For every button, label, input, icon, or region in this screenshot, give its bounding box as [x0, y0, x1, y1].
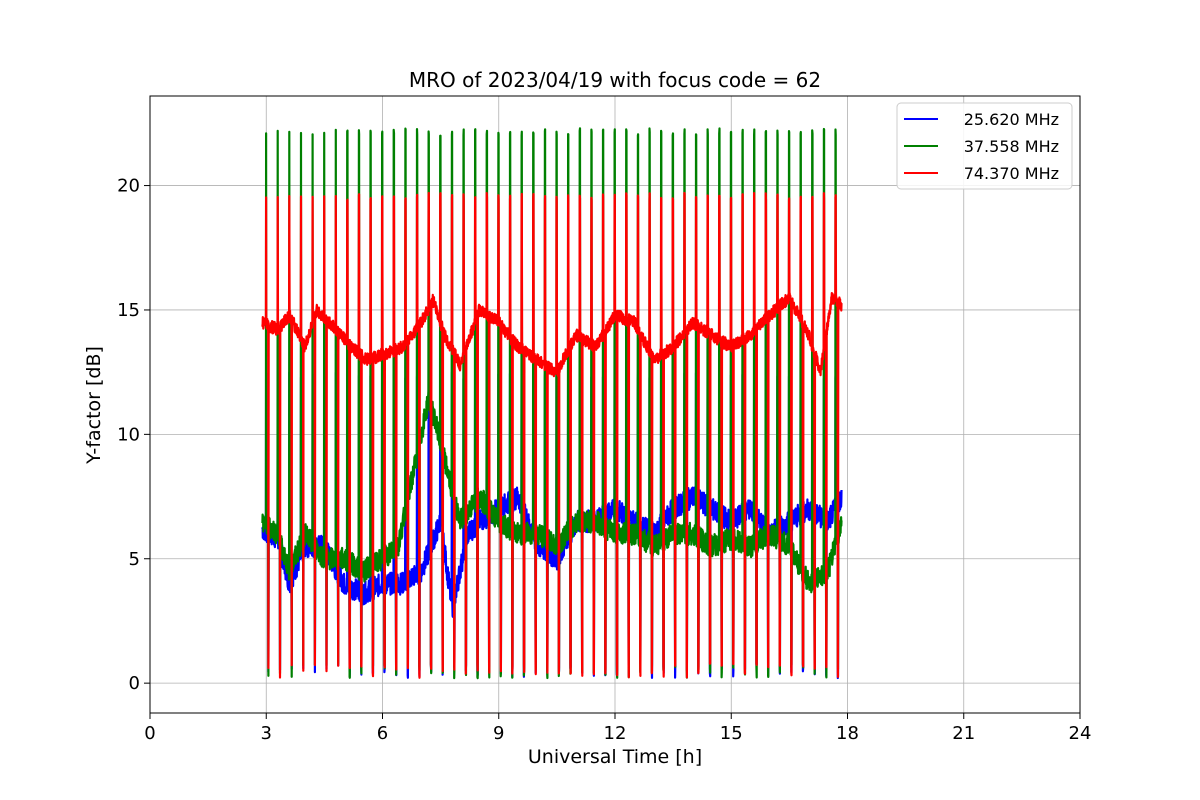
x-tick-label: 6: [377, 723, 388, 744]
x-axis-label: Universal Time [h]: [528, 746, 702, 768]
y-tick-label: 5: [129, 549, 140, 570]
y-tick-label: 15: [117, 300, 140, 321]
y-tick-label: 0: [129, 673, 140, 694]
x-tick-label: 18: [836, 723, 859, 744]
legend-label-1: 25.620 MHz: [964, 110, 1059, 129]
legend-label-3: 74.370 MHz: [964, 164, 1059, 183]
x-tick-label: 15: [720, 723, 743, 744]
legend-label-2: 37.558 MHz: [964, 137, 1059, 156]
x-tick-label: 12: [604, 723, 627, 744]
x-tick-label: 9: [493, 723, 504, 744]
y-tick-label: 10: [117, 424, 140, 445]
x-tick-label: 0: [144, 723, 155, 744]
x-tick-label: 3: [261, 723, 272, 744]
plot-area: [261, 127, 843, 680]
x-tick-label: 24: [1069, 723, 1092, 744]
x-tick-label: 21: [952, 723, 975, 744]
chart-title: MRO of 2023/04/19 with focus code = 62: [409, 68, 821, 92]
y-axis: 0 5 10 15 20: [117, 176, 150, 694]
series-line-3: [261, 191, 843, 679]
y-axis-label: Y-factor [dB]: [83, 346, 105, 465]
x-axis: 0 3 6 9 12 15 18 21 24: [144, 713, 1091, 744]
y-tick-label: 20: [117, 176, 140, 197]
legend-box: [896, 102, 1073, 190]
legend: 25.620 MHz 37.558 MHz 74.370 MHz: [896, 102, 1073, 190]
